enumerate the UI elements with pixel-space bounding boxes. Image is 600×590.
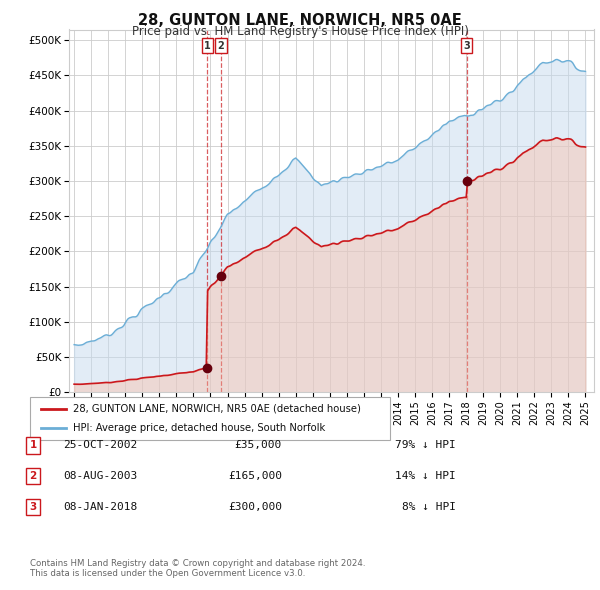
Text: 28, GUNTON LANE, NORWICH, NR5 0AE: 28, GUNTON LANE, NORWICH, NR5 0AE (138, 13, 462, 28)
Text: 1: 1 (204, 41, 211, 51)
Text: 08-JAN-2018: 08-JAN-2018 (63, 502, 137, 512)
Text: £165,000: £165,000 (228, 471, 282, 481)
FancyBboxPatch shape (30, 397, 390, 440)
Text: 14% ↓ HPI: 14% ↓ HPI (395, 471, 456, 481)
Text: Price paid vs. HM Land Registry's House Price Index (HPI): Price paid vs. HM Land Registry's House … (131, 25, 469, 38)
Text: 2: 2 (217, 41, 224, 51)
Text: 79% ↓ HPI: 79% ↓ HPI (395, 441, 456, 450)
Text: 1: 1 (29, 441, 37, 450)
Text: 3: 3 (463, 41, 470, 51)
Text: This data is licensed under the Open Government Licence v3.0.: This data is licensed under the Open Gov… (30, 569, 305, 578)
Text: £35,000: £35,000 (235, 441, 282, 450)
Text: Contains HM Land Registry data © Crown copyright and database right 2024.: Contains HM Land Registry data © Crown c… (30, 559, 365, 568)
Text: £300,000: £300,000 (228, 502, 282, 512)
Text: 3: 3 (29, 502, 37, 512)
Text: 08-AUG-2003: 08-AUG-2003 (63, 471, 137, 481)
Text: 28, GUNTON LANE, NORWICH, NR5 0AE (detached house): 28, GUNTON LANE, NORWICH, NR5 0AE (detac… (73, 404, 361, 414)
Text: 2: 2 (29, 471, 37, 481)
Text: HPI: Average price, detached house, South Norfolk: HPI: Average price, detached house, Sout… (73, 422, 325, 432)
Text: 25-OCT-2002: 25-OCT-2002 (63, 441, 137, 450)
Text: 8% ↓ HPI: 8% ↓ HPI (402, 502, 456, 512)
